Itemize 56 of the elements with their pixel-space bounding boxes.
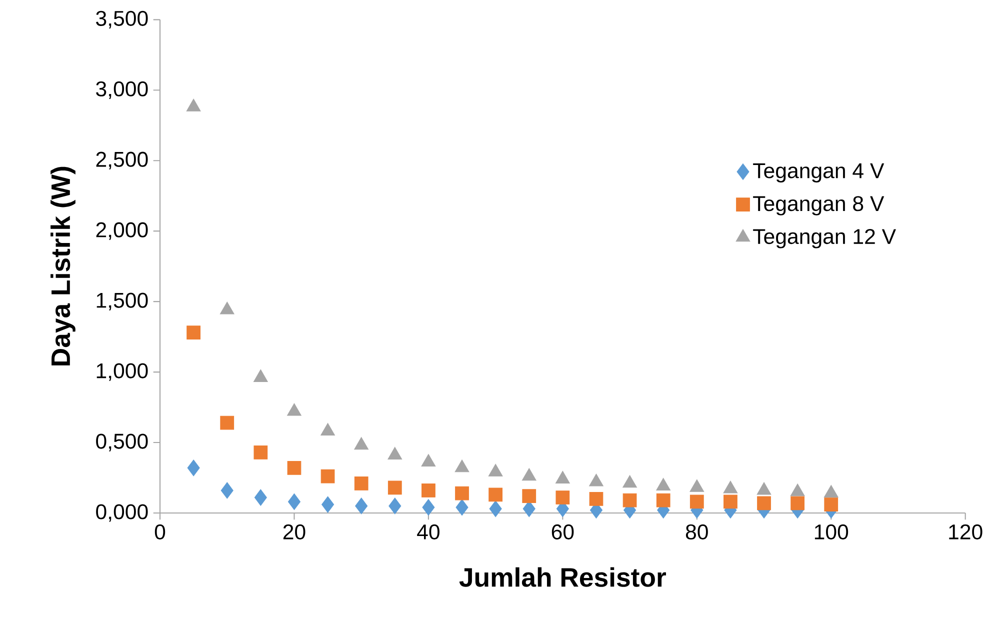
point xyxy=(790,496,804,510)
point xyxy=(287,403,302,416)
y-axis-title: Daya Listrik (W) xyxy=(50,166,76,366)
point xyxy=(322,496,334,513)
point xyxy=(355,498,368,514)
point xyxy=(522,489,536,504)
point xyxy=(320,422,335,436)
x-tick-label: 20 xyxy=(283,524,306,540)
y-tick-label: 1,500 xyxy=(96,292,148,310)
point xyxy=(589,492,604,506)
point xyxy=(354,437,369,450)
point xyxy=(220,302,234,314)
point xyxy=(456,499,468,516)
point xyxy=(388,480,402,495)
point xyxy=(187,460,200,476)
point xyxy=(254,489,267,506)
point xyxy=(690,494,704,509)
point xyxy=(354,476,368,490)
legend-label: Tegangan 8 V xyxy=(753,196,884,216)
x-axis-title: Jumlah Resistor xyxy=(459,567,666,587)
point xyxy=(724,494,738,509)
point xyxy=(489,500,502,518)
y-tick-label: 2,500 xyxy=(96,152,148,170)
point xyxy=(824,498,838,512)
point xyxy=(388,498,402,514)
y-tick-label: 2,000 xyxy=(96,222,148,240)
point xyxy=(254,445,268,460)
y-tick-label: 3,000 xyxy=(96,81,148,99)
x-tick-label: 80 xyxy=(686,524,708,540)
x-tick-label: 100 xyxy=(814,524,848,540)
point xyxy=(253,369,268,382)
point xyxy=(287,460,302,475)
point xyxy=(622,493,637,508)
legend-label: Tegangan 12 V xyxy=(753,228,896,248)
point xyxy=(656,493,670,508)
y-tick-label: 0,500 xyxy=(96,434,148,452)
point xyxy=(488,488,502,502)
point xyxy=(220,482,234,499)
point xyxy=(422,484,436,498)
x-tick-label: 120 xyxy=(949,524,982,540)
point xyxy=(186,326,200,340)
y-tick-label: 1,000 xyxy=(96,363,148,381)
point xyxy=(186,98,201,112)
x-tick-label: 60 xyxy=(552,524,574,540)
point xyxy=(422,499,435,516)
point xyxy=(288,493,300,510)
point xyxy=(556,490,570,504)
point xyxy=(455,486,469,500)
point xyxy=(220,416,234,430)
point xyxy=(757,496,771,510)
x-tick-label: 40 xyxy=(417,524,440,540)
y-tick-label: 3,500 xyxy=(96,10,148,28)
point xyxy=(320,469,335,484)
y-tick-label: 0,000 xyxy=(96,504,148,522)
legend-label: Tegangan 4 V xyxy=(753,163,884,183)
x-tick-label: 0 xyxy=(154,524,166,540)
